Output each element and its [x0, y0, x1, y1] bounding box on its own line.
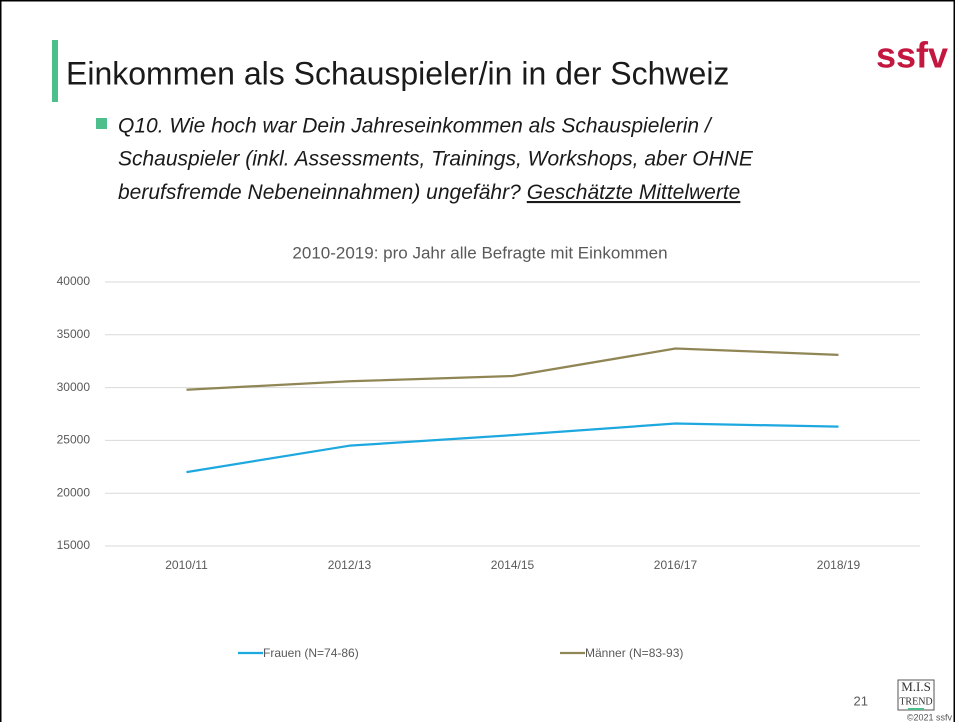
logo-text: TREND [899, 696, 932, 707]
x-tick-label: 2012/13 [328, 558, 372, 572]
x-tick-label: 2018/19 [817, 558, 861, 572]
series-line [186, 347, 839, 391]
y-tick-label: 15000 [57, 538, 91, 552]
brand: ssfv [876, 35, 948, 76]
x-tick-label: 2010/11 [165, 558, 208, 572]
y-tick-label: 35000 [57, 327, 91, 341]
question-line: Schauspieler (inkl. Assessments, Trainin… [118, 148, 754, 171]
legend-label: Frauen (N=74-86) [263, 646, 359, 660]
slide-title: Einkommen als Schauspieler/in in der Sch… [66, 55, 729, 91]
question-line: berufsfremde Nebeneinnahmen) ungefähr? Ge… [118, 181, 740, 204]
legend-label: Männer (N=83-93) [585, 646, 683, 660]
series-line [186, 422, 839, 474]
question-emphasis: Geschätzte Mittelwerte [527, 181, 741, 204]
x-tick-label: 2016/17 [654, 558, 698, 572]
logo-text: M.I.S [901, 679, 931, 694]
y-tick-label: 30000 [57, 380, 91, 394]
question-line: berufsfremde Nebeneinnahmen) ungefähr? [118, 181, 521, 204]
copyright: ©2021 ssfv [907, 712, 953, 722]
title-bar [52, 40, 58, 102]
y-tick-label: 20000 [57, 485, 91, 499]
page-number: 21 [854, 693, 868, 708]
x-tick-label: 2014/15 [491, 558, 535, 572]
question-line: Q10. Wie hoch war Dein Jahreseinkommen a… [118, 115, 713, 138]
chart-title: 2010-2019: pro Jahr alle Befragte mit Ei… [292, 243, 667, 262]
bullet [96, 118, 107, 129]
y-tick-label: 40000 [57, 274, 91, 288]
y-tick-label: 25000 [57, 433, 91, 447]
logo-line [908, 708, 924, 710]
